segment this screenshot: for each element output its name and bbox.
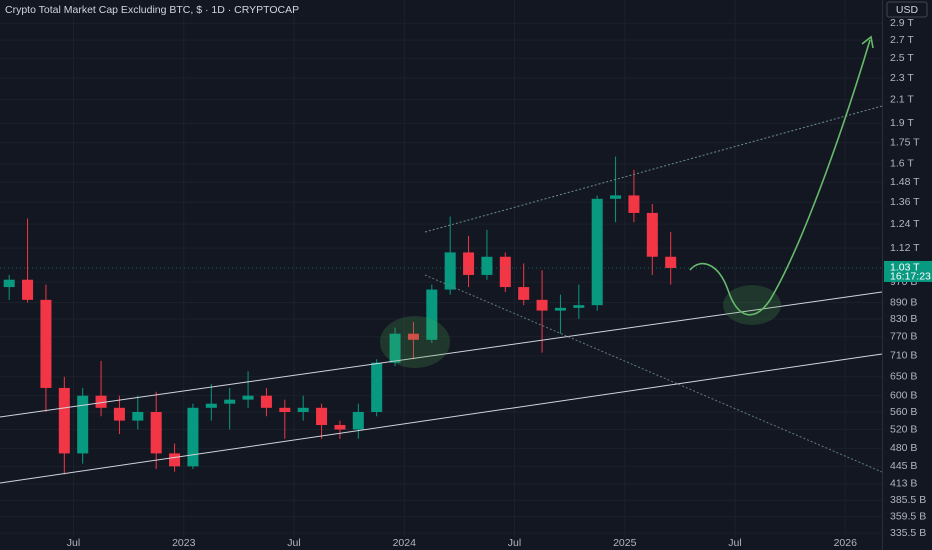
candle-body [573, 305, 585, 308]
y-tick-label: 385.5 B [890, 494, 926, 506]
candle-body [610, 195, 622, 199]
last-price-tag [884, 260, 932, 282]
candle-body [58, 387, 70, 454]
candle-body [132, 411, 144, 421]
projection-arrow [689, 39, 871, 316]
x-tick-label: 2023 [172, 537, 196, 549]
y-tick-label: 2.1 T [890, 93, 914, 105]
candle-body [352, 411, 364, 430]
candle-body [463, 252, 475, 275]
y-tick-label: 600 B [890, 389, 917, 401]
candle-body [591, 198, 603, 306]
candle-body [554, 307, 566, 311]
y-tick-label: 560 B [890, 406, 917, 418]
candle-body [665, 256, 677, 268]
candle-body [40, 299, 52, 388]
y-tick-label: 2.3 T [890, 72, 914, 84]
trend-line [0, 353, 883, 484]
y-tick-label: 359.5 B [890, 511, 926, 523]
dotted-line [424, 105, 883, 233]
candle-body [150, 411, 162, 454]
candle-body [536, 299, 548, 311]
x-tick-label: 2025 [613, 537, 637, 549]
y-tick-label: 445 B [890, 460, 917, 472]
y-tick-label: 1.9 T [890, 117, 914, 129]
x-tick-label: Jul [728, 537, 741, 549]
candle-body [187, 407, 199, 467]
candle-body [77, 395, 89, 454]
dotted-line [424, 274, 883, 473]
candle-body [481, 256, 493, 275]
highlight-ellipse [380, 316, 450, 368]
y-tick-label: 770 B [890, 331, 917, 343]
candle-body [426, 289, 438, 340]
candle-body [205, 403, 217, 408]
last-price-label: 1.03 T [890, 262, 920, 274]
candle-body [260, 395, 272, 408]
y-tick-label: 1.48 T [890, 176, 920, 188]
candle-body [224, 399, 236, 404]
y-tick-label: 335.5 B [890, 527, 926, 539]
candle-body [499, 256, 511, 288]
candle-body [95, 395, 107, 408]
currency-button[interactable] [886, 1, 928, 18]
currency-label[interactable]: USD [896, 4, 919, 16]
candle-body [371, 362, 383, 412]
y-tick-label: 1.75 T [890, 136, 920, 148]
candle-body [3, 279, 15, 288]
y-tick-label: 1.36 T [890, 196, 920, 208]
y-tick-label: 710 B [890, 350, 917, 362]
y-tick-label: 2.5 T [890, 52, 914, 64]
candle-body [316, 407, 328, 426]
candles [3, 156, 677, 475]
x-tick-label: Jul [508, 537, 521, 549]
y-tick-label: 830 B [890, 313, 917, 325]
axes: 2.9 T 2.7 T 2.5 T 2.3 T 2.1 T 1.9 T 1.75 T 1.6 … [0, 17, 932, 549]
candle-body [297, 407, 309, 412]
y-tick-label: 1.24 T [890, 218, 920, 230]
chart-title: Crypto Total Market Cap Excluding BTC, $… [5, 4, 299, 16]
candle-body [389, 333, 401, 363]
x-tick-label: 2024 [393, 537, 417, 549]
candle-body [242, 395, 254, 400]
candle-body [279, 407, 291, 412]
y-tick-label: 520 B [890, 423, 917, 435]
x-tick-label: Jul [287, 537, 300, 549]
y-tick-label: 1.6 T [890, 158, 914, 170]
candle-body [169, 453, 181, 467]
candle-body [334, 425, 346, 430]
y-tick-label: 1.12 T [890, 242, 920, 254]
candle-body [518, 287, 530, 300]
candle-body [113, 407, 125, 421]
y-tick-label: 2.9 T [890, 17, 914, 29]
drawings [0, 35, 883, 484]
candle-body [444, 252, 456, 290]
countdown-label: 16:17:23 [890, 271, 931, 283]
candle-body [628, 195, 640, 213]
candle-body [22, 279, 34, 300]
y-tick-label: 2.7 T [890, 34, 914, 46]
candle-body [407, 333, 419, 340]
y-tick-label: 413 B [890, 478, 917, 490]
arrow-head [861, 35, 874, 49]
y-tick-label: 480 B [890, 442, 917, 454]
candle-body [646, 212, 658, 257]
y-tick-label: 890 B [890, 296, 917, 308]
x-tick-label: Jul [67, 537, 80, 549]
highlight-ellipse [723, 285, 781, 325]
y-tick-label: 650 B [890, 371, 917, 383]
trend-line [0, 291, 883, 418]
x-tick-label: 2026 [834, 537, 858, 549]
